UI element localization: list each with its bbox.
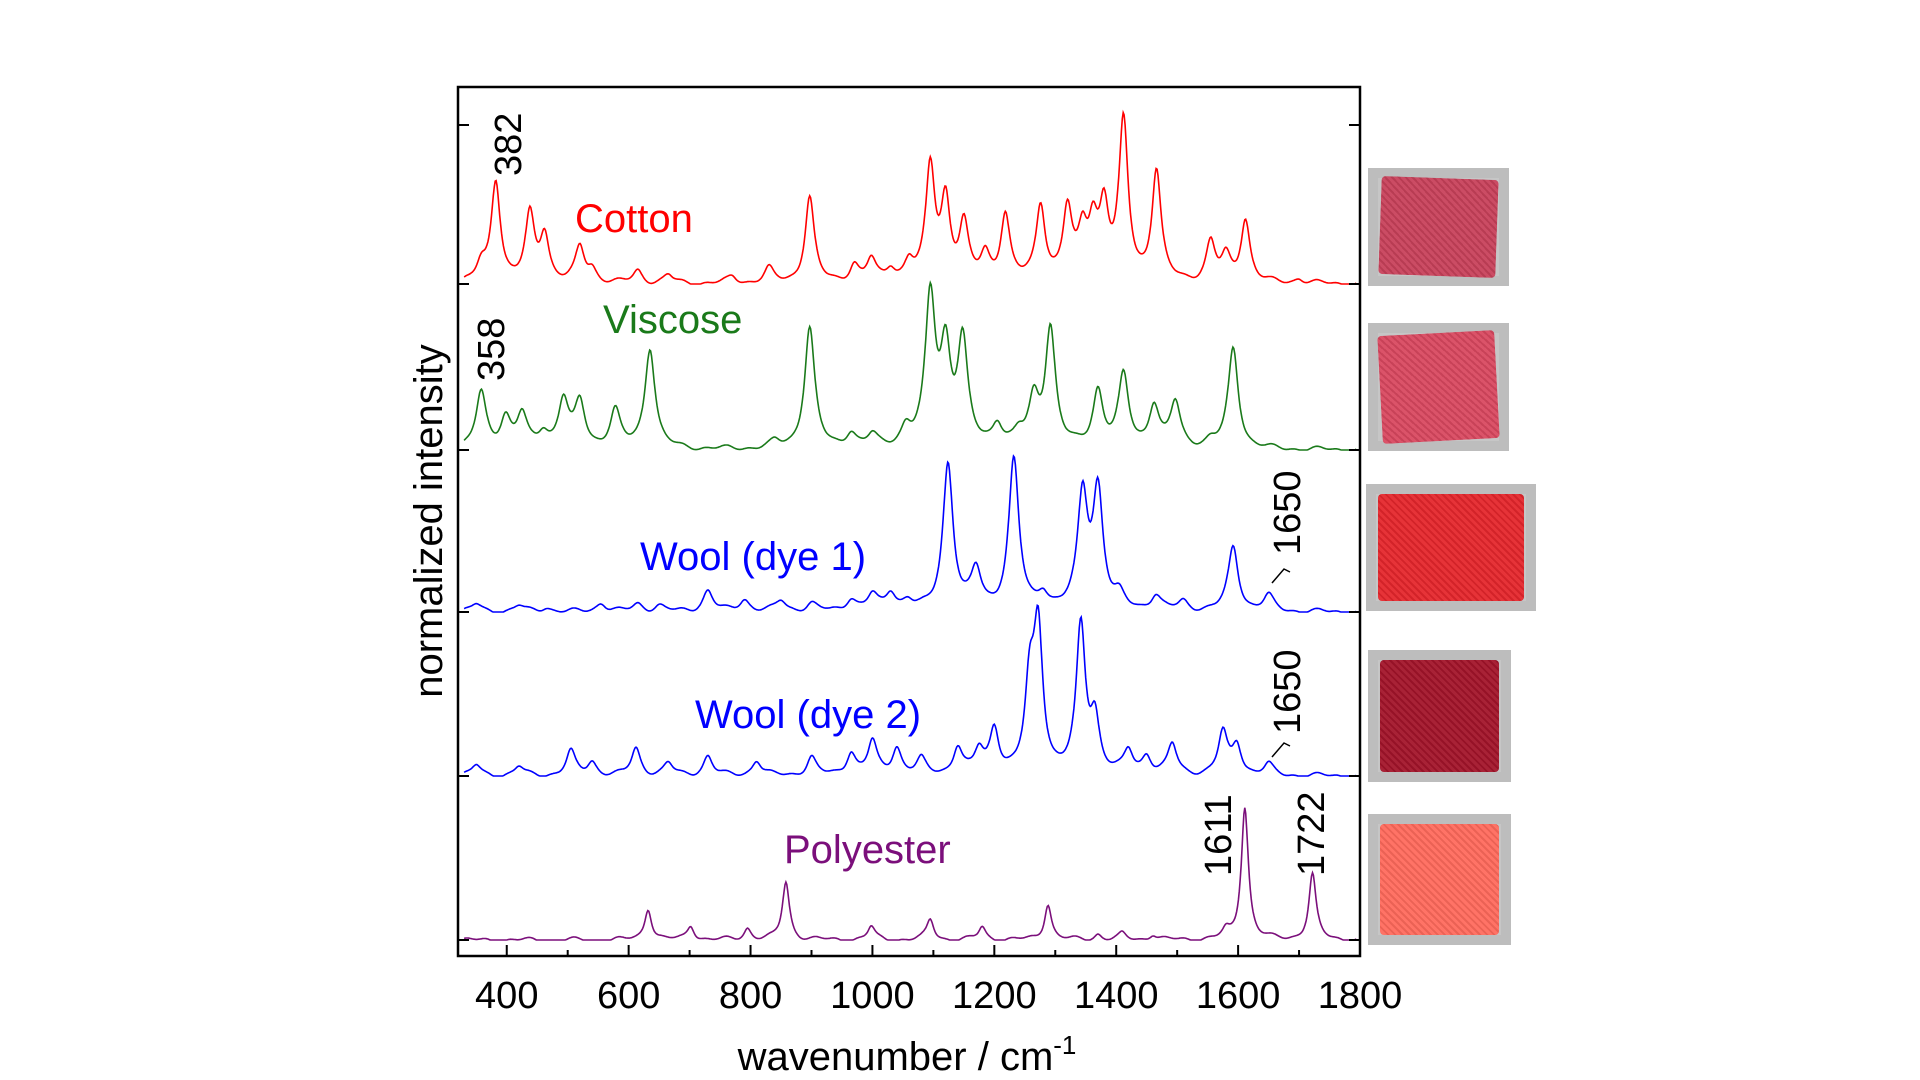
series-line-cotton — [463, 109, 1357, 285]
x-tick-label-600: 600 — [597, 975, 660, 1017]
fabric-swatch-polyester-fabric — [1380, 824, 1499, 935]
x-tick-label-1800: 1800 — [1318, 975, 1403, 1017]
peak-label-1722: 1722 — [1291, 791, 1333, 876]
series-label-wool-dye-1: Wool (dye 1) — [640, 535, 866, 579]
x-tick-label-1000: 1000 — [830, 975, 915, 1017]
fabric-swatch-wool-dye-1 — [1366, 484, 1536, 611]
peak-label-1650-dye-2: 1650 — [1267, 649, 1309, 734]
fabric-swatch-wool-dye-2-fabric — [1380, 660, 1499, 772]
peak-label-1650-dye-1: 1650 — [1267, 470, 1309, 555]
x-axis-title-superscript: -1 — [1053, 1030, 1076, 1060]
plot-frame — [456, 85, 1362, 958]
fabric-swatch-viscose — [1368, 323, 1509, 451]
ticks-layer: 400 600 800 1000 1200 1400 1600 1800 — [458, 124, 1403, 1017]
series-line-polyester — [463, 807, 1357, 941]
fabric-swatch-cotton — [1368, 168, 1509, 286]
x-axis-title: wavenumber / cm-1 — [737, 1030, 1077, 1079]
x-axis-title-text: wavenumber / cm — [737, 1035, 1054, 1079]
x-tick-label-800: 800 — [719, 975, 782, 1017]
series-label-cotton: Cotton — [575, 197, 693, 241]
peak-label-1611: 1611 — [1198, 794, 1240, 876]
series-line-viscose — [463, 280, 1357, 451]
fabric-swatch-polyester — [1368, 814, 1511, 945]
series-label-wool-dye-2: Wool (dye 2) — [695, 693, 921, 737]
y-axis-title: normalized intensity — [407, 344, 451, 698]
peak-label-382: 382 — [488, 113, 530, 176]
fabric-swatch-viscose-fabric — [1377, 330, 1500, 444]
peak-leader-1650-dye-1 — [1271, 568, 1291, 584]
series-layer — [463, 109, 1357, 941]
fabric-swatch-cotton-fabric — [1378, 175, 1499, 279]
x-tick-label-1200: 1200 — [952, 975, 1037, 1017]
x-tick-label-400: 400 — [475, 975, 538, 1017]
series-line-wool-dye-2 — [463, 604, 1357, 777]
peak-leader-1650-dye-2 — [1271, 742, 1291, 758]
fabric-swatch-wool-dye-1-fabric — [1378, 494, 1524, 601]
fabric-swatch-wool-dye-2 — [1368, 650, 1511, 782]
series-label-viscose: Viscose — [603, 298, 742, 342]
peak-label-358: 358 — [471, 318, 513, 381]
series-line-wool-dye-1 — [463, 454, 1357, 613]
x-tick-label-1600: 1600 — [1196, 975, 1281, 1017]
x-tick-label-1400: 1400 — [1074, 975, 1159, 1017]
series-label-polyester: Polyester — [784, 828, 951, 872]
